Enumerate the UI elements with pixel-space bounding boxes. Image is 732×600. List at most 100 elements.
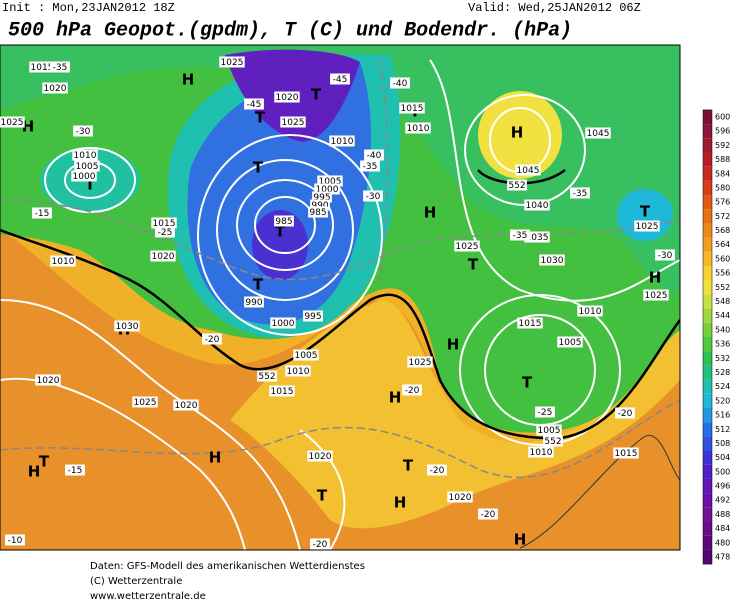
contour-label: 1005 — [538, 426, 561, 436]
label-box — [524, 231, 550, 243]
legend-swatch — [703, 152, 712, 167]
legend-tick-label: 576 — [715, 198, 730, 207]
contour-label: -30 — [658, 251, 673, 261]
contour-label: -15 — [68, 466, 83, 476]
label-box — [71, 170, 97, 182]
field-purple-low — [252, 210, 308, 280]
contour-label: 1025 — [1, 118, 24, 128]
map-area — [0, 45, 680, 550]
legend-swatch — [703, 379, 712, 394]
contour-label: 552 — [258, 372, 275, 382]
label-box — [219, 56, 245, 68]
legend-tick-label: 592 — [715, 141, 730, 150]
label-box — [634, 220, 660, 232]
contour-label: 1015 — [153, 219, 176, 229]
contour-label: 1020 — [276, 93, 299, 103]
contour-label: -20 — [405, 386, 420, 396]
pressure-center-label: H — [22, 118, 35, 136]
contour-label: -20 — [481, 510, 496, 520]
legend-swatch — [703, 209, 712, 224]
contour-label: 1015 — [401, 104, 424, 114]
field-high — [478, 91, 562, 179]
label-box — [0, 116, 25, 128]
contour-label: 1010 — [287, 367, 310, 377]
legend-tick-label: 504 — [715, 453, 730, 462]
contour-label: 1005 — [295, 351, 318, 361]
legend-swatch — [703, 549, 712, 565]
contour-label: 990 — [311, 201, 328, 211]
pressure-center-label: H — [424, 204, 437, 222]
legend-swatch — [703, 138, 712, 153]
legend-tick-label: 480 — [715, 538, 730, 547]
label-box — [114, 320, 140, 332]
legend-swatch — [703, 507, 712, 522]
legend-tick-label: 568 — [715, 226, 730, 235]
contour-label: 985 — [275, 217, 292, 227]
contour-label: -40 — [367, 151, 382, 161]
label-box — [50, 61, 70, 73]
legend-swatch — [703, 180, 712, 196]
legend-swatch — [703, 450, 712, 465]
pressure-center-label: T — [253, 159, 264, 177]
legend-tick-label: 600 — [715, 113, 730, 122]
label-box — [310, 538, 330, 550]
label-box — [257, 370, 277, 382]
label-box — [202, 333, 222, 345]
legend-tick-label: 584 — [715, 169, 730, 178]
label-box — [363, 190, 383, 202]
contour-label: 1025 — [282, 118, 305, 128]
legend-tick-label: 540 — [715, 325, 730, 334]
contour-label: -45 — [247, 100, 262, 110]
legend-frame — [702, 109, 713, 565]
legend-tick-label: 596 — [715, 127, 730, 136]
pressure-center-label: T — [640, 203, 651, 221]
pressure-center-label: H — [28, 463, 41, 481]
legend-swatch — [703, 109, 712, 125]
legend-tick-label: 588 — [715, 155, 730, 164]
contour-label: 1015 — [519, 319, 542, 329]
label-box — [74, 160, 100, 172]
contour-label: -15 — [35, 209, 50, 219]
label-box — [310, 199, 330, 211]
label-box — [515, 164, 541, 176]
contour-label: 1010 — [331, 137, 354, 147]
contour-label: 995 — [304, 312, 321, 322]
pressure-center-label: H — [394, 494, 407, 512]
label-box — [150, 250, 176, 262]
legend-swatch — [703, 478, 712, 494]
label-box — [35, 374, 61, 386]
contour-label: -30 — [366, 192, 381, 202]
footer-line: (C) Wetterzentrale — [90, 576, 182, 587]
contour-label: 1010 — [579, 307, 602, 317]
legend-tick-label: 544 — [715, 311, 730, 320]
legend-swatch — [703, 393, 712, 408]
label-box — [155, 226, 175, 238]
label-box — [517, 317, 543, 329]
label-box — [330, 73, 350, 85]
label-box — [244, 296, 264, 308]
legend-tick-label: 556 — [715, 269, 730, 278]
legend-tick-label: 552 — [715, 283, 730, 292]
contour-label: -40 — [393, 79, 408, 89]
contour-label: -45 — [333, 75, 348, 85]
footer-line: Daten: GFS-Modell des amerikanischen Wet… — [90, 561, 365, 572]
legend-tick-label: 564 — [715, 240, 730, 249]
label-box — [50, 255, 76, 267]
legend-swatch — [703, 294, 712, 309]
label-box — [402, 384, 422, 396]
label-box — [269, 385, 295, 397]
contour-label: 1020 — [44, 84, 67, 94]
label-box — [405, 122, 431, 134]
label-box — [577, 305, 603, 317]
legend-swatch — [703, 365, 712, 380]
legend-swatch — [703, 308, 712, 323]
contour-label: 552 — [544, 437, 561, 447]
label-box — [364, 149, 384, 161]
legend-swatch — [703, 223, 712, 238]
label-box — [32, 207, 52, 219]
contour-label: 1035 — [526, 233, 549, 243]
label-box — [615, 407, 635, 419]
legend-swatch — [703, 322, 712, 337]
